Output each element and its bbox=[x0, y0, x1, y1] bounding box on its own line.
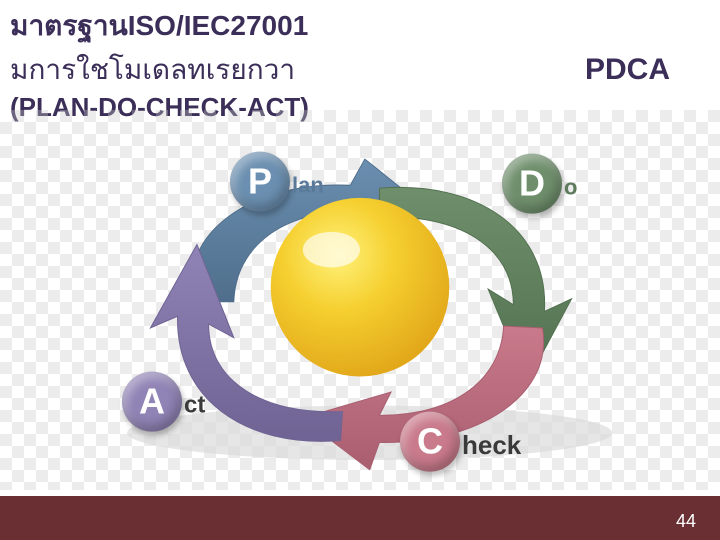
badge-check: C bbox=[400, 412, 460, 472]
title-line-2: มการใชโมเดลทเรยกวา bbox=[10, 48, 585, 92]
title-line-2-wrap: มการใชโมเดลทเรยกวา PDCA bbox=[10, 48, 710, 92]
sphere-highlight-icon bbox=[303, 232, 360, 268]
badge-letter-plan: P bbox=[248, 164, 272, 200]
badge-letter-do: D bbox=[519, 166, 545, 202]
badge-label-plan: lan bbox=[292, 173, 324, 199]
badge-do: D bbox=[502, 154, 562, 214]
badge-label-check: heck bbox=[462, 430, 521, 461]
title-line-1: มาตรฐานISO/IEC27001 bbox=[10, 4, 710, 48]
badge-act: A bbox=[122, 372, 182, 432]
badge-letter-act: A bbox=[139, 384, 165, 420]
badge-letter-check: C bbox=[417, 424, 443, 460]
cycle-wrap: Plan Do Check Act bbox=[80, 142, 640, 472]
badge-label-act: ct bbox=[184, 392, 205, 420]
title-block: มาตรฐานISO/IEC27001 มการใชโมเดลทเรยกวา P… bbox=[0, 0, 720, 123]
title-pdca: PDCA bbox=[585, 53, 670, 87]
center-sphere bbox=[271, 198, 450, 377]
badge-label-do: o bbox=[564, 175, 577, 201]
badge-plan: P bbox=[230, 152, 290, 212]
page-number: 44 bbox=[676, 511, 696, 532]
pdca-diagram: Plan Do Check Act bbox=[0, 110, 720, 490]
footer-band: 44 bbox=[0, 496, 720, 540]
